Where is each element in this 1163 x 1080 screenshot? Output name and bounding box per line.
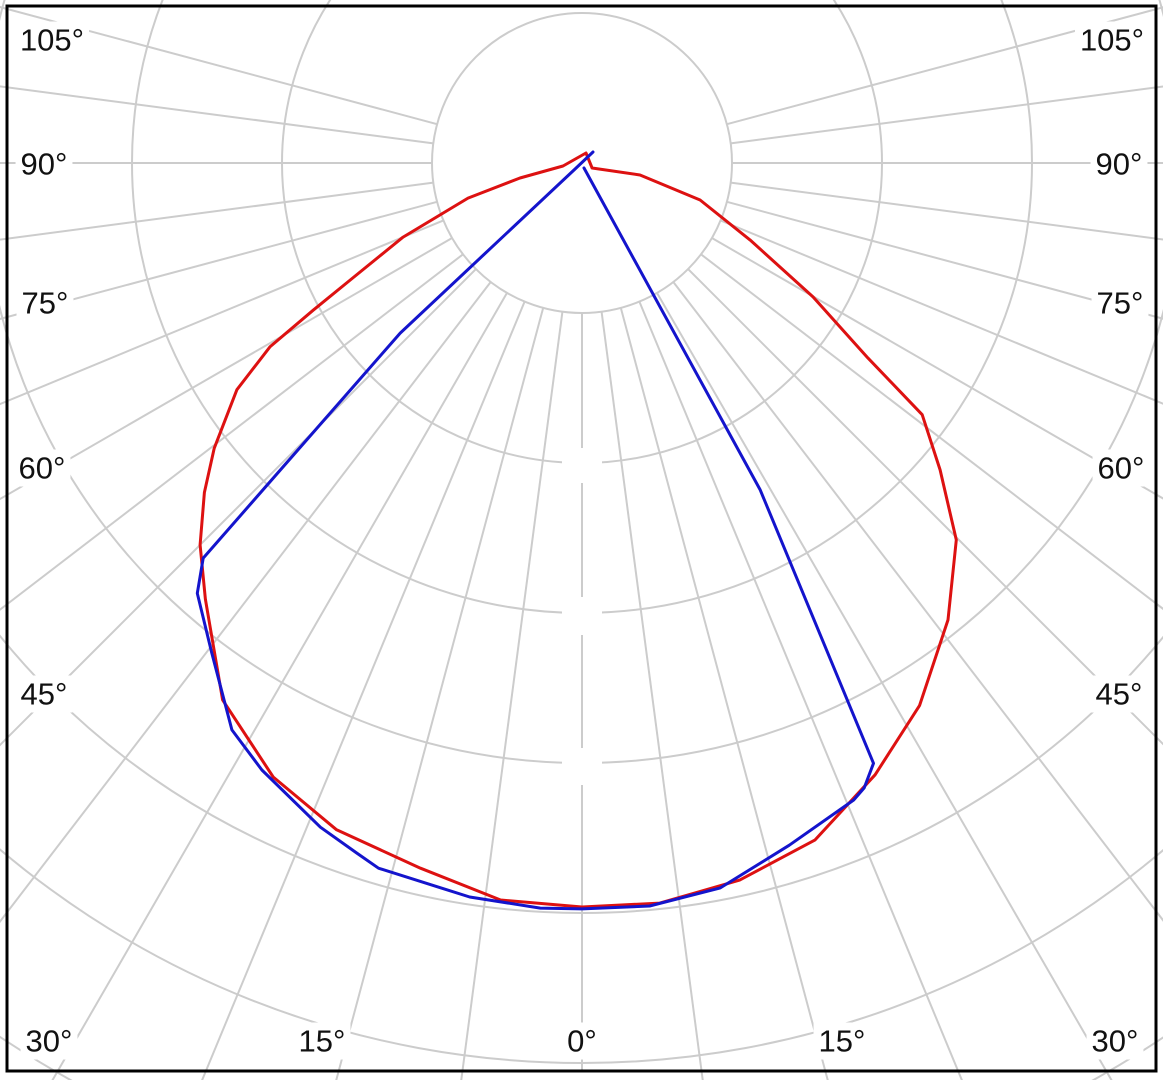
radial-gridline xyxy=(726,200,1163,320)
intensity-curve-plane-90-270 xyxy=(195,150,875,911)
angle-label-backing xyxy=(1090,145,1148,183)
radial-gridline xyxy=(0,281,492,924)
radial-gridline xyxy=(656,292,1113,1080)
radial-gridline xyxy=(711,237,1163,500)
radial-gridline xyxy=(51,292,508,1080)
radial-gridline xyxy=(600,311,704,1080)
radial-gridline xyxy=(0,237,453,501)
intensity-curve-plane-0-180 xyxy=(198,151,958,909)
ring-gridline xyxy=(0,634,1163,914)
radial-gridline xyxy=(0,200,438,320)
radial-gridline xyxy=(0,219,444,406)
ring-axis-gap xyxy=(562,758,602,768)
chart-border-frame xyxy=(5,4,1158,1073)
angle-label-backing xyxy=(15,675,73,713)
angle-label-backing xyxy=(813,1022,871,1060)
angle-label: 60° xyxy=(19,451,66,486)
radial-gridline xyxy=(619,307,829,1080)
radial-gridline xyxy=(0,6,438,126)
angle-label-backing xyxy=(13,449,71,487)
radial-gridline xyxy=(460,311,564,1080)
angle-label: 15° xyxy=(819,1024,866,1059)
angle-label: 30° xyxy=(26,1024,73,1059)
angle-label: 105° xyxy=(1080,23,1144,58)
radial-gridline xyxy=(638,301,963,1080)
angle-label-backing xyxy=(16,284,74,322)
radial-gridline xyxy=(0,253,464,611)
angle-label: 60° xyxy=(1098,451,1145,486)
angle-label-backing xyxy=(562,1022,602,1060)
radial-gridline xyxy=(201,301,526,1080)
angle-label-backing xyxy=(14,21,90,59)
radial-gridline xyxy=(672,281,1163,922)
angle-label-backing xyxy=(1086,1022,1144,1060)
angle-label-backing xyxy=(1091,284,1149,322)
radial-gridline xyxy=(726,6,1163,126)
angle-label: 15° xyxy=(299,1024,346,1059)
angle-label: 90° xyxy=(1096,147,1143,182)
angle-label: 30° xyxy=(1092,1024,1139,1059)
angle-label: 0° xyxy=(567,1024,597,1059)
angle-label-backing xyxy=(1092,449,1150,487)
ring-axis-gap xyxy=(562,608,602,618)
radial-gridline xyxy=(730,85,1163,145)
angle-label: 45° xyxy=(1096,677,1143,712)
angle-label-backing xyxy=(15,145,73,183)
angle-label-backing xyxy=(293,1022,351,1060)
ring-axis-gap xyxy=(562,458,602,468)
angle-label: 75° xyxy=(22,286,69,321)
radial-gridline xyxy=(0,181,434,241)
radial-gridline xyxy=(335,307,545,1080)
radial-gridline xyxy=(700,253,1163,611)
angle-label: 105° xyxy=(20,23,84,58)
angle-label-backing xyxy=(1090,675,1148,713)
angle-label: 45° xyxy=(21,677,68,712)
radial-gridline xyxy=(0,85,434,145)
radial-gridline xyxy=(687,268,1163,746)
angle-label: 75° xyxy=(1097,286,1144,321)
angle-label: 90° xyxy=(21,147,68,182)
angle-label-backing xyxy=(1074,21,1150,59)
radial-gridline xyxy=(720,219,1163,405)
radial-gridline xyxy=(730,181,1163,241)
angle-label-backing xyxy=(20,1022,78,1060)
